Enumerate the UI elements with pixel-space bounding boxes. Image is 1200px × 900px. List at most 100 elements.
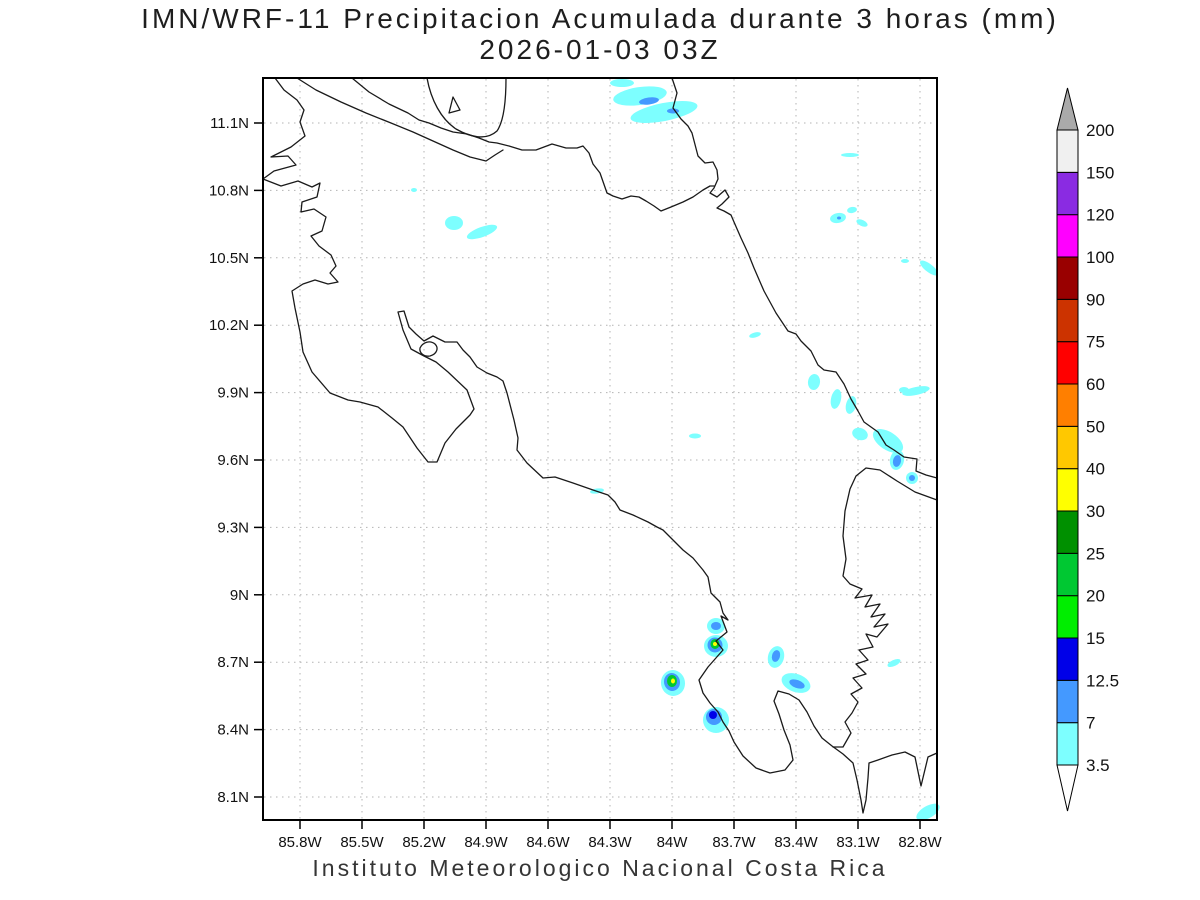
precip-cell bbox=[901, 259, 909, 263]
colorbar: 3.5 7 12.5 15 20 25 30 40 50 60 75 90 100 120 150 200 bbox=[1056, 87, 1119, 812]
colorbar-underflow-arrow bbox=[1056, 764, 1079, 812]
colorbar-tick-label: 40 bbox=[1086, 460, 1105, 479]
footer-credit: Instituto Meteorologico Nacional Costa R… bbox=[312, 855, 888, 881]
precip-cell bbox=[902, 386, 930, 396]
colorbar-segment bbox=[1056, 595, 1079, 639]
colorbar-tick-label: 75 bbox=[1086, 333, 1105, 352]
colorbar-tick-label: 150 bbox=[1086, 163, 1114, 182]
colorbar-segment bbox=[1056, 679, 1079, 724]
lon-tick-label: 83.7W bbox=[712, 834, 756, 851]
precip-cell bbox=[830, 389, 842, 409]
colorbar-segment bbox=[1056, 256, 1079, 300]
title-line2: 2026-01-03 03Z bbox=[479, 33, 721, 65]
lon-tick-label: 84W bbox=[657, 834, 689, 851]
lon-tick-label: 84.6W bbox=[526, 834, 570, 851]
colorbar-segment bbox=[1056, 425, 1079, 470]
colorbar-tick-label: 7 bbox=[1086, 714, 1095, 733]
precip-cell bbox=[845, 396, 857, 414]
axis-ticks bbox=[254, 122, 921, 829]
page-title: IMN/WRF-11 Precipitacion Acumulada duran… bbox=[0, 3, 1200, 66]
colorbar-tick-label: 20 bbox=[1086, 587, 1105, 606]
precip-cell bbox=[671, 678, 675, 684]
precip-cell bbox=[807, 374, 821, 390]
precip-cell bbox=[847, 206, 857, 214]
lon-tick-label: 83.4W bbox=[774, 834, 818, 851]
coastline-path bbox=[426, 77, 507, 138]
coastline-path bbox=[832, 467, 938, 748]
precip-cell bbox=[445, 216, 463, 230]
precip-cell bbox=[711, 622, 721, 630]
colorbar-segment bbox=[1056, 383, 1079, 427]
colorbar-tick-label: 30 bbox=[1086, 502, 1105, 521]
grid-lines bbox=[264, 79, 936, 819]
colorbar-segment bbox=[1056, 552, 1079, 597]
colorbar-tick-label: 200 bbox=[1086, 121, 1114, 140]
precip-cell bbox=[749, 332, 761, 338]
lon-tick-label: 82.8W bbox=[898, 834, 942, 851]
precip-cell bbox=[856, 219, 868, 227]
colorbar-tick-label: 60 bbox=[1086, 375, 1105, 394]
precip-cell bbox=[841, 153, 859, 157]
lon-tick-label: 84.3W bbox=[588, 834, 632, 851]
colorbar-segment bbox=[1056, 171, 1079, 216]
colorbar-tick-label: 100 bbox=[1086, 248, 1114, 267]
precip-cell bbox=[630, 101, 698, 123]
precip-cell bbox=[916, 803, 940, 821]
lat-tick-label: 10.8N bbox=[209, 182, 249, 199]
lat-tick-label: 10.2N bbox=[209, 317, 249, 334]
precip-cell bbox=[639, 97, 659, 105]
coastline-path bbox=[448, 96, 461, 114]
coastline-path bbox=[671, 77, 938, 479]
title-line1: IMN/WRF-11 Precipitacion Acumulada duran… bbox=[141, 3, 1059, 34]
plot-frame bbox=[262, 77, 938, 821]
coastline-path bbox=[262, 77, 938, 814]
lat-tick-label: 9.6N bbox=[217, 452, 249, 469]
colorbar-tick-label: 15 bbox=[1086, 629, 1105, 648]
precip-cell bbox=[709, 711, 717, 719]
colorbar-segment bbox=[1056, 129, 1079, 173]
axis-labels: 11.1N 10.8N 10.5N 10.2N 9.9N 9.6N 9.3N 9N 8.7N 8.… bbox=[209, 115, 943, 851]
colorbar-segment bbox=[1056, 637, 1079, 681]
colorbar-tick-label: 12.5 bbox=[1086, 671, 1119, 690]
map-frame bbox=[262, 77, 938, 821]
coastline-path bbox=[351, 77, 715, 212]
colorbar-tick-label: 120 bbox=[1086, 206, 1114, 225]
precip-cell bbox=[771, 650, 781, 662]
coastline bbox=[262, 77, 938, 814]
colorbar-tick-label: 50 bbox=[1086, 417, 1105, 436]
lat-tick-label: 10.5N bbox=[209, 250, 249, 267]
colorbar-segment bbox=[1056, 298, 1079, 343]
lat-tick-label: 8.4N bbox=[217, 722, 249, 739]
precip-cell bbox=[892, 455, 902, 467]
lat-tick-label: 8.7N bbox=[217, 654, 249, 671]
lat-tick-label: 8.1N bbox=[217, 789, 249, 806]
lon-tick-label: 83.1W bbox=[836, 834, 880, 851]
lon-tick-label: 85.5W bbox=[340, 834, 384, 851]
colorbar-tick-label: 3.5 bbox=[1086, 756, 1110, 775]
precip-overlay bbox=[411, 79, 940, 821]
colorbar-tick-label: 25 bbox=[1086, 544, 1105, 563]
colorbar-segment bbox=[1056, 468, 1079, 512]
precip-cell bbox=[909, 475, 915, 481]
precip-cell bbox=[899, 387, 909, 393]
lon-tick-label: 85.2W bbox=[402, 834, 446, 851]
coastline-path bbox=[419, 341, 438, 357]
colorbar-overflow-arrow bbox=[1056, 87, 1079, 131]
colorbar-segment bbox=[1056, 341, 1079, 385]
precip-cell bbox=[919, 260, 939, 276]
precip-cell bbox=[689, 433, 701, 439]
precip-cell bbox=[411, 188, 417, 192]
colorbar-segment bbox=[1056, 510, 1079, 554]
colorbar-tick-label: 90 bbox=[1086, 290, 1105, 309]
precip-cell bbox=[610, 79, 634, 87]
lon-tick-label: 84.9W bbox=[464, 834, 508, 851]
lat-tick-label: 9.9N bbox=[217, 385, 249, 402]
precip-cell bbox=[837, 216, 841, 220]
precip-cell bbox=[852, 427, 868, 441]
precip-cell bbox=[466, 224, 498, 240]
coastline-path bbox=[296, 77, 504, 162]
precip-cell bbox=[713, 642, 717, 646]
precip-cell bbox=[789, 679, 805, 689]
